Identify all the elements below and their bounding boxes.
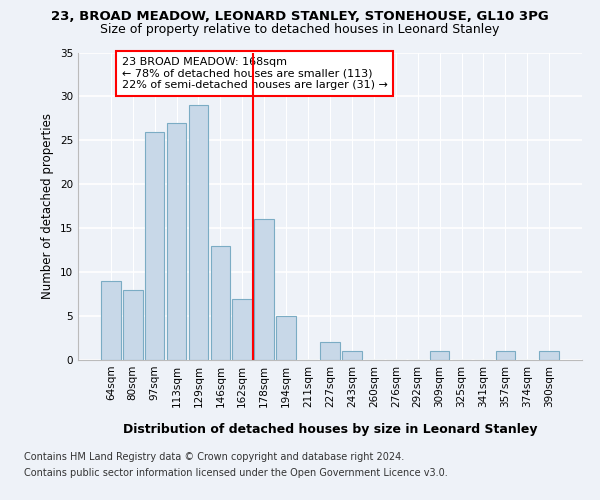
Bar	[211, 246, 230, 360]
Text: Size of property relative to detached houses in Leonard Stanley: Size of property relative to detached ho…	[100, 22, 500, 36]
Text: Contains public sector information licensed under the Open Government Licence v3: Contains public sector information licen…	[24, 468, 448, 477]
Bar	[232, 298, 252, 360]
Bar	[276, 316, 296, 360]
Bar	[101, 281, 121, 360]
Y-axis label: Number of detached properties: Number of detached properties	[41, 114, 55, 299]
Bar	[320, 342, 340, 360]
Bar	[430, 351, 449, 360]
Bar	[167, 123, 187, 360]
Bar	[254, 220, 274, 360]
Bar	[539, 351, 559, 360]
Bar	[123, 290, 143, 360]
Bar	[188, 105, 208, 360]
Text: Contains HM Land Registry data © Crown copyright and database right 2024.: Contains HM Land Registry data © Crown c…	[24, 452, 404, 462]
Text: 23, BROAD MEADOW, LEONARD STANLEY, STONEHOUSE, GL10 3PG: 23, BROAD MEADOW, LEONARD STANLEY, STONE…	[51, 10, 549, 23]
Text: Distribution of detached houses by size in Leonard Stanley: Distribution of detached houses by size …	[123, 422, 537, 436]
Bar	[496, 351, 515, 360]
Text: 23 BROAD MEADOW: 168sqm
← 78% of detached houses are smaller (113)
22% of semi-d: 23 BROAD MEADOW: 168sqm ← 78% of detache…	[122, 57, 388, 90]
Bar	[342, 351, 362, 360]
Bar	[145, 132, 164, 360]
